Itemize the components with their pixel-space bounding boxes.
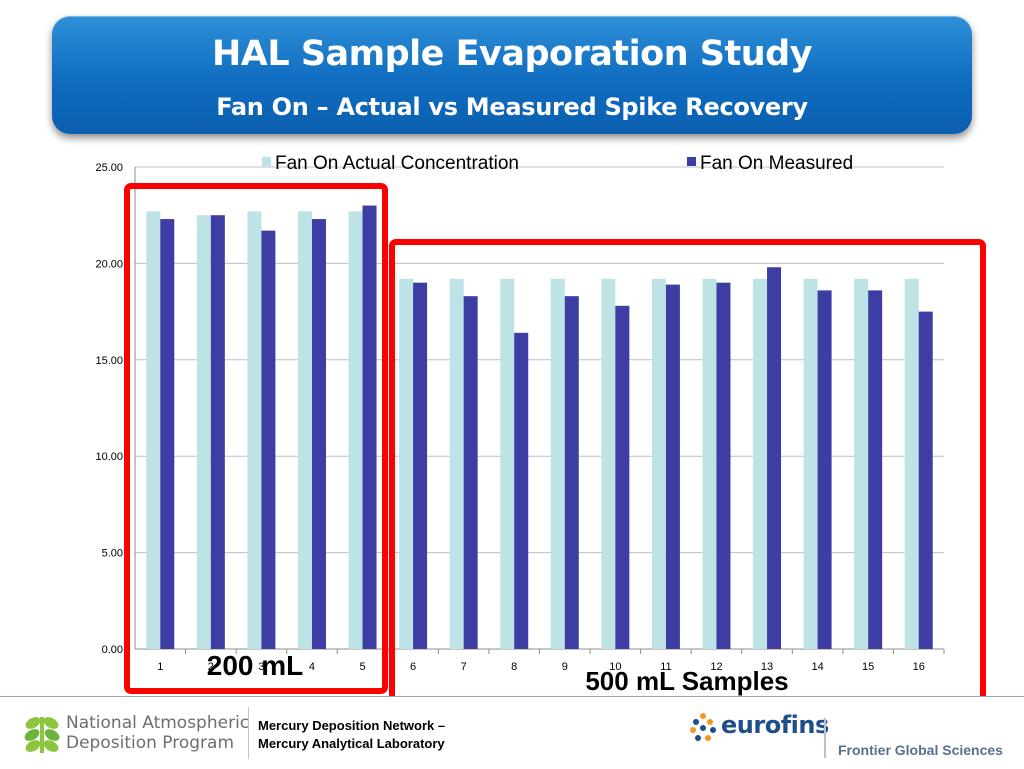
nadp-logo-text: National Atmospheric Deposition Program <box>66 713 249 753</box>
page-subtitle: Fan On – Actual vs Measured Spike Recove… <box>216 93 808 121</box>
frontier-logo-text: Frontier Global Sciences <box>838 742 1003 758</box>
legend-swatch <box>262 157 271 166</box>
bar-measured <box>716 282 731 649</box>
bar-actual <box>601 278 616 649</box>
annotation-box-200ml <box>124 183 388 694</box>
y-tick-label: 0.00 <box>102 644 123 656</box>
bar-actual <box>550 278 565 649</box>
bar-actual <box>196 215 211 649</box>
x-tick-label: 10 <box>609 661 621 673</box>
bar-measured <box>615 305 630 649</box>
x-tick-label: 13 <box>761 661 773 673</box>
bar-measured <box>463 296 478 649</box>
mdn-lab-text: Mercury Deposition Network – Mercury Ana… <box>258 717 445 753</box>
mdn-line-2: Mercury Analytical Laboratory <box>258 736 445 751</box>
x-tick-label: 2 <box>208 661 214 673</box>
y-tick-label: 25.00 <box>95 162 123 174</box>
x-tick-label: 8 <box>511 661 517 673</box>
bar-actual <box>500 278 515 649</box>
nadp-line-1: National Atmospheric <box>66 713 250 733</box>
annotation-label-200ml: 200 mL <box>207 650 304 681</box>
mdn-line-1: Mercury Deposition Network – <box>258 718 446 733</box>
legend-label: Fan On Actual Concentration <box>275 153 519 174</box>
bar-measured <box>311 219 326 649</box>
bar-actual <box>753 278 768 649</box>
title-banner: HAL Sample Evaporation Study Fan On – Ac… <box>52 16 972 134</box>
annotation-box-500ml <box>389 239 986 696</box>
x-tick-label: 4 <box>309 661 315 673</box>
x-tick-label: 1 <box>157 661 163 673</box>
bar-measured <box>261 230 276 649</box>
x-tick-label: 5 <box>359 661 365 673</box>
x-tick-label: 12 <box>710 661 722 673</box>
bar-measured <box>767 267 782 649</box>
x-tick-label: 15 <box>862 661 874 673</box>
y-tick-label: 15.00 <box>95 355 123 367</box>
bar-actual <box>651 278 666 649</box>
eurofins-logo-text: eurofins <box>721 711 829 739</box>
x-tick-label: 9 <box>562 661 568 673</box>
bar-measured <box>918 311 933 649</box>
bar-measured <box>514 332 529 649</box>
bar-measured <box>868 290 883 649</box>
bar-measured <box>160 219 175 649</box>
footer-divider <box>248 707 249 759</box>
bar-actual <box>146 211 161 649</box>
dots-cluster-icon <box>690 713 716 741</box>
bar-actual <box>702 278 717 649</box>
bar-actual <box>803 278 818 649</box>
legend-swatch <box>687 157 696 166</box>
bar-measured <box>817 290 832 649</box>
x-tick-label: 14 <box>811 661 823 673</box>
bar-measured <box>665 284 680 649</box>
annotation-label-500ml: 500 mL Samples <box>585 666 788 696</box>
page-title: HAL Sample Evaporation Study <box>211 34 813 74</box>
bar-measured <box>362 205 377 649</box>
bar-actual <box>348 211 363 649</box>
y-tick-label: 20.00 <box>95 258 123 270</box>
bar-actual <box>854 278 869 649</box>
footer: National Atmospheric Deposition Program … <box>0 696 1024 769</box>
bar-actual <box>247 211 262 649</box>
x-tick-label: 16 <box>913 661 925 673</box>
bar-measured <box>210 215 225 649</box>
bar-actual <box>904 278 919 649</box>
nadp-line-2: Deposition Program <box>66 733 235 753</box>
leaf-sprout-icon <box>24 717 60 753</box>
bar-actual <box>399 278 414 649</box>
y-tick-label: 5.00 <box>102 548 123 560</box>
bar-measured <box>564 296 579 649</box>
legend-label: Fan On Measured <box>700 153 853 174</box>
bar-measured <box>413 282 428 649</box>
y-tick-label: 10.00 <box>95 451 123 463</box>
x-tick-label: 7 <box>461 661 467 673</box>
x-tick-label: 6 <box>410 661 416 673</box>
bar-actual <box>297 211 312 649</box>
x-tick-label: 3 <box>258 661 264 673</box>
x-tick-label: 11 <box>660 661 671 673</box>
bar-actual <box>449 278 464 649</box>
logo-divider <box>824 718 826 758</box>
